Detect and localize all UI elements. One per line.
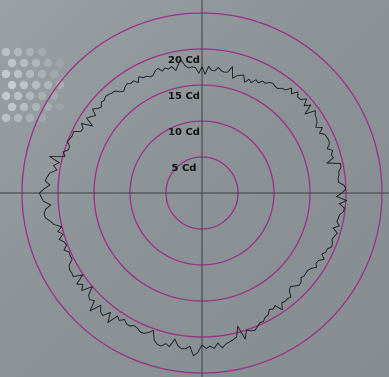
hex-dot <box>37 91 47 101</box>
hex-dot <box>31 102 41 112</box>
hex-dot <box>31 58 41 68</box>
hex-dot <box>7 80 17 90</box>
hex-dot <box>37 69 47 79</box>
hex-dot <box>13 69 23 79</box>
ring-label-20: 20 Cd <box>168 55 200 66</box>
hex-dot <box>1 91 11 101</box>
hex-dot <box>13 91 23 101</box>
hex-dot <box>55 58 65 68</box>
hex-dot <box>1 69 11 79</box>
hex-dot <box>19 80 29 90</box>
hex-dot <box>13 113 23 123</box>
hex-dot <box>43 102 53 112</box>
ring-label-10: 10 Cd <box>168 127 200 138</box>
hex-dot <box>25 47 35 57</box>
intensity-series <box>38 59 348 357</box>
hex-dot <box>1 113 11 123</box>
hex-dot <box>25 69 35 79</box>
ring-label-5: 5 Cd <box>172 163 197 174</box>
hex-dot <box>13 47 23 57</box>
hex-dot <box>25 91 35 101</box>
hex-dot <box>19 58 29 68</box>
hex-dot <box>19 102 29 112</box>
hex-dot <box>55 80 65 90</box>
hex-dot <box>25 113 35 123</box>
hex-dot <box>7 102 17 112</box>
hex-dot <box>31 80 41 90</box>
hex-dot <box>43 58 53 68</box>
hex-dot <box>7 58 17 68</box>
hex-dot <box>49 69 59 79</box>
hex-dot <box>55 102 65 112</box>
ring-label-15: 15 Cd <box>168 91 200 102</box>
hex-dot <box>37 47 47 57</box>
ring-labels: 5 Cd 10 Cd 15 Cd 20 Cd <box>168 55 200 174</box>
intensity-trace <box>38 59 348 357</box>
hex-dot <box>1 47 11 57</box>
hex-dot <box>43 80 53 90</box>
